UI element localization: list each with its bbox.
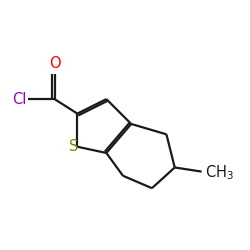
Text: CH$_3$: CH$_3$ <box>205 163 234 182</box>
Text: Cl: Cl <box>12 92 26 106</box>
Text: O: O <box>49 56 60 71</box>
Text: S: S <box>69 139 78 154</box>
